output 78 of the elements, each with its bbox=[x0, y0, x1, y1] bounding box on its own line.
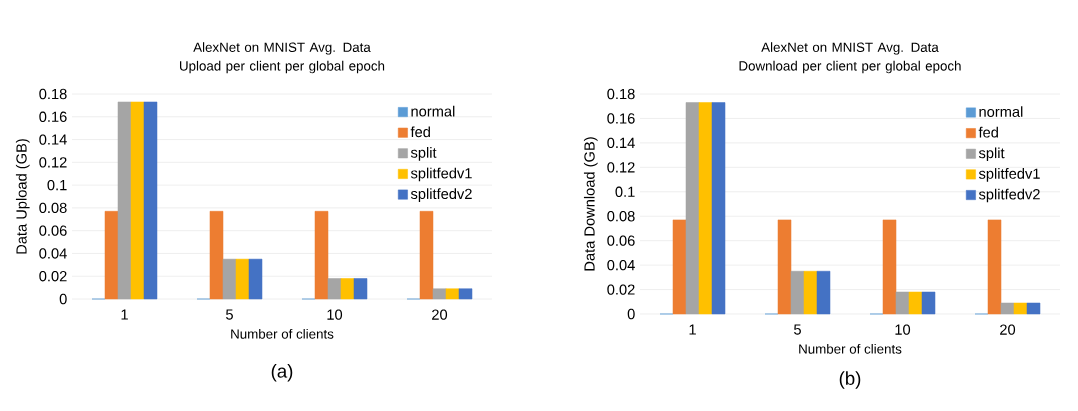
y-tick-label: 0 bbox=[59, 293, 67, 305]
legend-label: fed bbox=[978, 126, 998, 138]
bar bbox=[130, 101, 145, 300]
legend-label: split bbox=[410, 147, 437, 161]
y-tick-label: 0.14 bbox=[39, 134, 67, 145]
y-tick-label: 0.06 bbox=[607, 235, 635, 246]
bar bbox=[803, 270, 818, 315]
bar bbox=[248, 258, 263, 300]
bar bbox=[353, 278, 368, 300]
legend-label: split bbox=[978, 147, 1005, 162]
bar bbox=[143, 101, 158, 300]
y-tick-label: 0.1 bbox=[615, 186, 635, 197]
bar bbox=[432, 288, 447, 300]
bar bbox=[711, 102, 726, 315]
bar bbox=[1026, 302, 1041, 315]
bar bbox=[314, 211, 329, 300]
y-tick-label: 0.12 bbox=[39, 157, 67, 168]
x-tick-label: 5 bbox=[226, 309, 233, 320]
bar bbox=[209, 211, 224, 300]
legend-label: splitfedv2 bbox=[410, 188, 472, 202]
bar bbox=[1013, 302, 1028, 315]
bar bbox=[235, 258, 250, 300]
bar bbox=[790, 270, 805, 315]
y-tick-label: 0.16 bbox=[607, 113, 635, 124]
bar bbox=[327, 278, 342, 300]
bar bbox=[816, 270, 831, 315]
bar bbox=[987, 219, 1002, 315]
legend-label: fed bbox=[410, 126, 430, 138]
y-tick-label: 0.02 bbox=[39, 271, 67, 282]
legend-label: normal bbox=[411, 105, 455, 117]
y-tick-label: 0.18 bbox=[39, 88, 67, 100]
x-tick-label: 1 bbox=[689, 324, 696, 335]
y-axis-title: Data Download (GB) bbox=[583, 137, 598, 271]
x-tick-label: 20 bbox=[1000, 324, 1016, 335]
y-axis-title: Data Upload (GB) bbox=[15, 139, 30, 254]
y-tick-label: 0.14 bbox=[607, 137, 635, 149]
y-tick-label: 0.18 bbox=[607, 88, 635, 100]
y-tick-label: 0.16 bbox=[39, 111, 67, 122]
bar bbox=[698, 102, 713, 315]
bar bbox=[445, 288, 460, 300]
y-tick-label: 0.1 bbox=[47, 179, 67, 191]
bar bbox=[882, 219, 897, 315]
bar bbox=[672, 219, 687, 315]
x-tick-label: 20 bbox=[432, 309, 448, 320]
legend-label: splitfedv1 bbox=[410, 167, 472, 182]
bar bbox=[117, 101, 132, 300]
y-tick-label: 0.08 bbox=[607, 211, 635, 222]
y-tick-label: 0.06 bbox=[39, 225, 67, 236]
bar bbox=[921, 291, 936, 315]
bar bbox=[419, 211, 434, 300]
bar bbox=[222, 258, 237, 300]
y-tick-label: 0.08 bbox=[39, 202, 67, 214]
y-tick-label: 0 bbox=[627, 308, 635, 320]
bar bbox=[908, 291, 923, 315]
text: (a) bbox=[271, 364, 293, 382]
x-tick-label: 10 bbox=[895, 324, 911, 335]
x-axis-title: Number of clients bbox=[799, 343, 902, 354]
legend-label: normal bbox=[979, 106, 1023, 117]
bar bbox=[340, 278, 355, 300]
bar bbox=[104, 211, 119, 300]
y-tick-label: 0.02 bbox=[607, 284, 635, 295]
bar bbox=[685, 102, 700, 315]
bar bbox=[458, 288, 473, 300]
bar bbox=[895, 291, 910, 315]
bar bbox=[777, 219, 792, 315]
x-tick-label: 1 bbox=[121, 309, 128, 320]
chart-title: AlexNet on MNIST Avg. Data Download per client per global epoch bbox=[739, 42, 961, 74]
chart-title: AlexNet on MNIST Avg. Data Upload per client per global epoch bbox=[180, 42, 385, 74]
y-tick-label: 0.04 bbox=[607, 259, 635, 271]
y-tick-label: 0.12 bbox=[607, 162, 635, 173]
x-axis-title: Number of clients bbox=[231, 328, 334, 339]
x-tick-label: 10 bbox=[327, 309, 343, 320]
y-tick-label: 0.04 bbox=[39, 248, 67, 259]
text: (b) bbox=[839, 371, 861, 389]
bar bbox=[1000, 302, 1015, 315]
x-tick-label: 5 bbox=[794, 324, 801, 335]
legend-label: splitfedv2 bbox=[978, 188, 1040, 203]
legend-label: splitfedv1 bbox=[978, 168, 1040, 182]
